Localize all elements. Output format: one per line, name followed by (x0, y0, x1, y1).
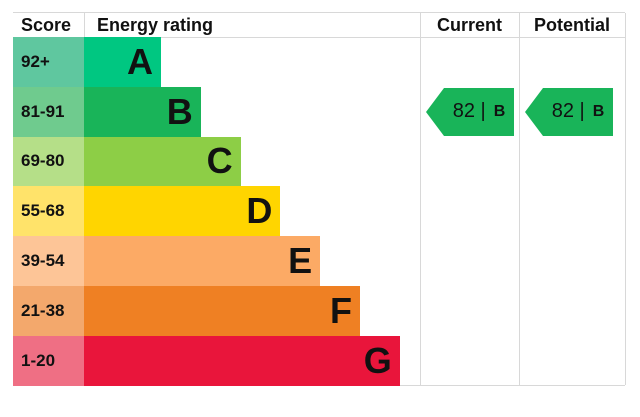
arrow-shape (426, 87, 514, 136)
potential-rating-arrow: 82 | B (525, 87, 613, 136)
column-divider (420, 13, 421, 385)
score-cell: 1-20 (13, 335, 84, 386)
score-cell: 21-38 (13, 286, 84, 336)
arrow-shape (525, 87, 613, 136)
rating-bar-c: C (84, 136, 241, 187)
column-divider (519, 13, 520, 385)
rating-bar-f: F (84, 286, 360, 336)
rating-bar-e: E (84, 236, 321, 286)
potential-value: 82 (551, 100, 574, 123)
score-cell: 55-68 (13, 186, 84, 237)
score-cell: 92+ (13, 37, 84, 87)
header-current: Current (436, 15, 502, 35)
rating-bar-g: G (84, 335, 400, 386)
score-cell: 69-80 (13, 136, 84, 187)
score-cell: 39-54 (13, 236, 84, 286)
column-divider (625, 13, 626, 385)
current-value: 82 (452, 100, 475, 123)
current-letter: B (493, 102, 506, 120)
score-cell: 81-91 (13, 86, 84, 137)
column-divider (84, 13, 85, 37)
header-divider (13, 37, 625, 38)
rating-bar-a: A (84, 37, 161, 87)
rating-bar-d: D (84, 186, 281, 237)
rating-bar-b: B (84, 86, 201, 137)
header-potential: Potential (533, 15, 610, 35)
potential-letter: B (592, 102, 605, 120)
current-rating-arrow: 82 | B (426, 87, 514, 136)
top-border (13, 12, 625, 13)
bottom-border (400, 385, 625, 386)
header-energy-rating: Energy rating (97, 15, 214, 35)
header-score: Score (21, 15, 72, 35)
